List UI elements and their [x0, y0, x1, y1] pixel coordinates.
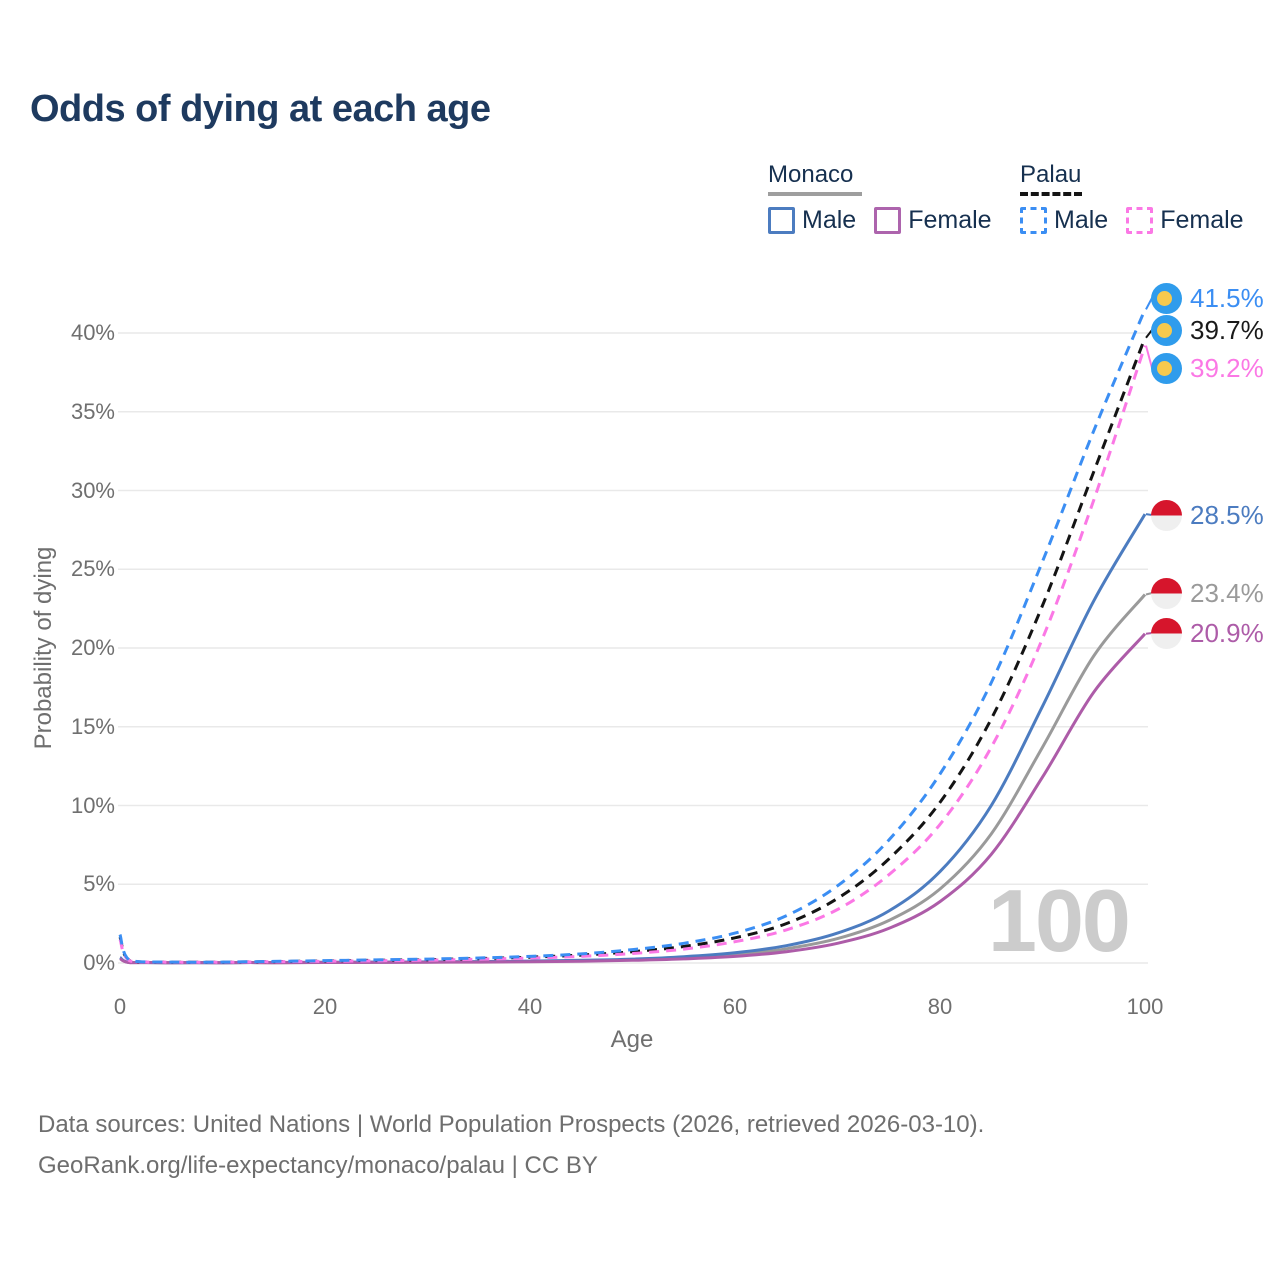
legend-item-label: Male	[802, 206, 857, 234]
data-sources-line: Data sources: United Nations | World Pop…	[38, 1111, 985, 1138]
end-label-value: 23.4%	[1190, 577, 1264, 608]
palau-flag-icon	[1151, 314, 1182, 346]
y-tick-label: 35%	[70, 399, 115, 424]
end-label-monaco-both: 23.4%	[1151, 577, 1264, 609]
y-tick-label: 20%	[70, 635, 115, 660]
palau-female-swatch-icon	[1126, 207, 1154, 234]
end-label-palau-both: 39.7%	[1151, 314, 1264, 346]
legend-item-label: Male	[1054, 206, 1109, 234]
palau-flag-icon	[1151, 282, 1182, 314]
end-label-value: 20.9%	[1190, 617, 1264, 648]
legend-group-palau: Palau Male Female	[1020, 161, 1244, 235]
legend-item-monaco-female: Female	[874, 206, 992, 235]
y-tick-label: 30%	[70, 478, 115, 503]
x-tick-label: 40	[517, 994, 543, 1019]
legend-item-monaco-male: Male	[768, 206, 856, 235]
x-tick-label: 80	[927, 994, 953, 1019]
legend-group-monaco: Monaco Male Female	[768, 161, 992, 235]
y-tick-label: 25%	[70, 556, 115, 581]
monaco-flag-icon	[1151, 499, 1182, 531]
series-line-palau-male	[118, 308, 1147, 964]
end-label-palau-female: 39.2%	[1151, 352, 1264, 384]
y-tick-label: 40%	[70, 320, 115, 345]
x-tick-label: 100	[1126, 994, 1164, 1019]
legend-group-title: Monaco	[768, 161, 854, 188]
attribution-line: GeoRank.org/life-expectancy/monaco/palau…	[38, 1152, 598, 1179]
monaco-female-swatch-icon	[874, 207, 902, 234]
watermark-age-100: 100	[988, 871, 1131, 970]
monaco-flag-icon	[1151, 577, 1182, 609]
x-tick-label: 60	[722, 994, 748, 1019]
end-label-palau-male: 41.5%	[1151, 282, 1264, 314]
y-tick-label: 0%	[83, 950, 115, 975]
monaco-flag-icon	[1151, 617, 1182, 649]
palau-flag-icon	[1151, 352, 1182, 384]
x-tick-label: 20	[312, 994, 338, 1019]
series-line-palau-female	[118, 345, 1147, 964]
y-tick-label: 15%	[70, 714, 115, 739]
footer: Data sources: United Nations | World Pop…	[38, 1104, 984, 1186]
monaco-male-swatch-icon	[768, 207, 795, 234]
legend-group-title: Palau	[1020, 161, 1082, 188]
legend-item-label: Female	[908, 206, 992, 234]
page-title: Odds of dying at each age	[30, 88, 491, 130]
end-label-value: 39.2%	[1190, 352, 1264, 383]
palau-male-swatch-icon	[1020, 207, 1047, 234]
palau-dashed-line-sample	[1020, 192, 1082, 196]
series-line-palau-both	[118, 337, 1147, 964]
legend-item-palau-female: Female	[1126, 206, 1244, 235]
x-tick-label: 0	[113, 994, 127, 1019]
y-tick-label: 10%	[70, 793, 115, 818]
end-label-value: 41.5%	[1190, 282, 1264, 313]
end-label-value: 28.5%	[1190, 499, 1264, 530]
legend-item-palau-male: Male	[1020, 206, 1108, 235]
end-label-value: 39.7%	[1190, 314, 1264, 345]
x-axis-title: Age	[610, 1026, 654, 1053]
y-tick-label: 5%	[83, 871, 115, 896]
end-label-monaco-female: 20.9%	[1151, 617, 1264, 649]
legend-item-label: Female	[1160, 206, 1244, 234]
end-label-monaco-male: 28.5%	[1151, 499, 1264, 531]
monaco-solid-line-sample	[768, 192, 862, 196]
